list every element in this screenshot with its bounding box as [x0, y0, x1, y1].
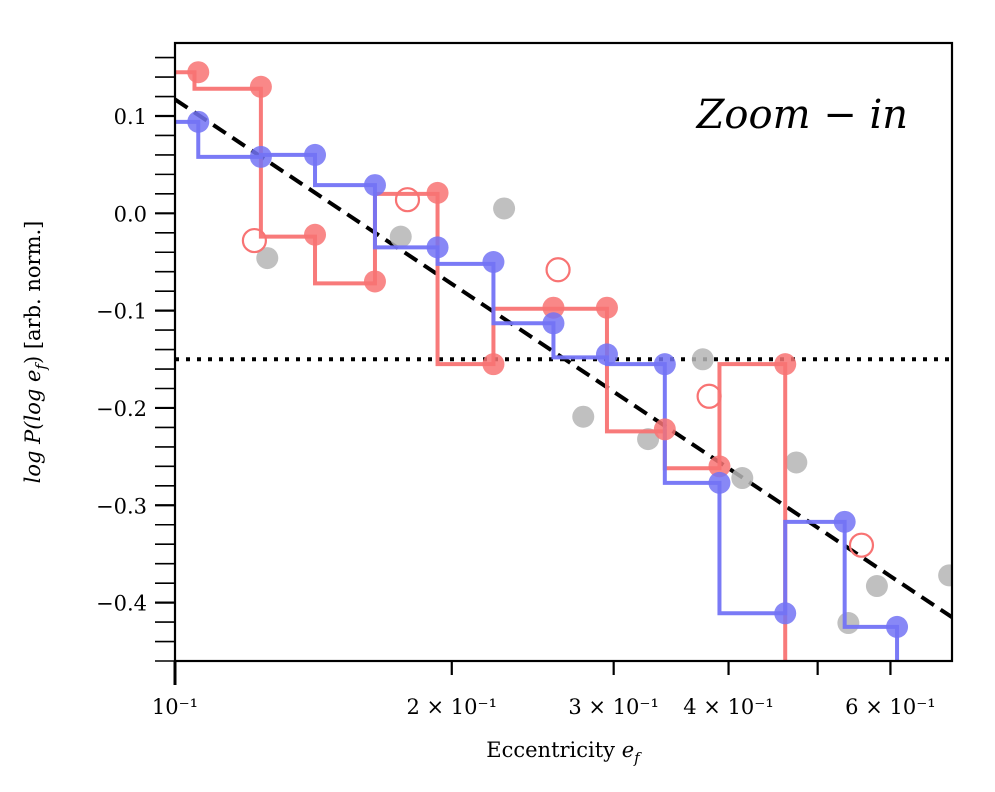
open-circle-3 [696, 383, 722, 409]
y-tick-label-1: 0.0 [114, 202, 147, 226]
red-point-7 [595, 296, 618, 319]
x-axis-title: Eccentricity ef [486, 738, 642, 767]
blue-point-7 [595, 343, 618, 366]
blue-point-3 [363, 174, 386, 197]
red-point-4 [426, 181, 449, 204]
y-tick-label-4: −0.3 [96, 494, 147, 518]
grey-point-1 [389, 225, 412, 248]
series-layer [175, 61, 952, 661]
x-axis-title-symbol: e [622, 738, 634, 762]
grey-point-7 [785, 451, 808, 474]
blue-point-5 [482, 250, 505, 273]
y-axis-title-p: P(log e [21, 370, 45, 445]
red-point-0 [187, 61, 210, 84]
red-point-5 [482, 353, 505, 376]
y-axis-title: log P(log ef) [arb. norm.] [21, 221, 50, 484]
grey-point-4 [637, 428, 660, 451]
red-point-1 [249, 75, 272, 98]
open-circle-2 [545, 257, 571, 283]
grey-point-9 [865, 575, 888, 598]
red-point-3 [363, 270, 386, 293]
blue-point-10 [774, 602, 797, 625]
grey-point-5 [691, 348, 714, 371]
blue-point-11 [833, 510, 856, 533]
plot-frame [173, 41, 954, 663]
grey-point-3 [572, 405, 595, 428]
y-tick-label-5: −0.4 [96, 592, 147, 616]
x-tick-label-0: 10⁻¹ [152, 695, 198, 719]
blue-point-6 [542, 312, 565, 335]
zoom-in-annotation: Zoom − in [695, 92, 908, 138]
red-point-9 [708, 455, 731, 478]
grey-point-0 [256, 247, 279, 270]
grey-point-8 [837, 612, 860, 635]
open-circle-4 [848, 532, 875, 558]
open-circle-0 [241, 227, 268, 254]
x-tick-label-1: 2 × 10⁻¹ [406, 695, 497, 719]
blue-step-line [175, 119, 900, 661]
y-tick-label-3: −0.2 [96, 397, 147, 421]
x-tick-label-4: 6 × 10⁻¹ [845, 695, 936, 719]
red-point-6 [542, 296, 565, 319]
red-point-2 [304, 223, 327, 246]
blue-point-8 [653, 353, 676, 376]
blue-point-0 [187, 110, 210, 133]
x-axis-title-text: Eccentricity [486, 738, 615, 762]
red-point-10 [774, 353, 797, 376]
blue-point-9 [708, 471, 731, 494]
x-tick-label-2: 3 × 10⁻¹ [568, 695, 659, 719]
x-axis-title-subscript: f [633, 749, 642, 767]
open-circle-1 [394, 187, 421, 213]
y-axis-title-subscript: f [32, 362, 50, 371]
plot-background [175, 43, 952, 661]
y-tick-label-2: −0.1 [96, 300, 147, 324]
blue-point-1 [249, 145, 272, 168]
y-axis-title-tail: ) [arb. norm.] [21, 221, 45, 364]
x-tick-label-3: 4 × 10⁻¹ [683, 695, 774, 719]
grey-point-10 [938, 564, 952, 587]
red-point-8 [653, 418, 676, 441]
axes-layer: 0.1 0.0 −0.1 −0.2 −0.3 −0.4 10⁻¹ 2 × 10⁻¹ 3 × 10… [96, 41, 954, 719]
blue-point-12 [886, 615, 909, 638]
grey-point-2 [493, 197, 516, 220]
y-axis-title-log: log [21, 451, 45, 484]
y-tick-label-0: 0.1 [114, 105, 147, 129]
blue-point-4 [426, 236, 449, 259]
blue-point-2 [304, 143, 327, 166]
grey-point-6 [731, 467, 754, 490]
